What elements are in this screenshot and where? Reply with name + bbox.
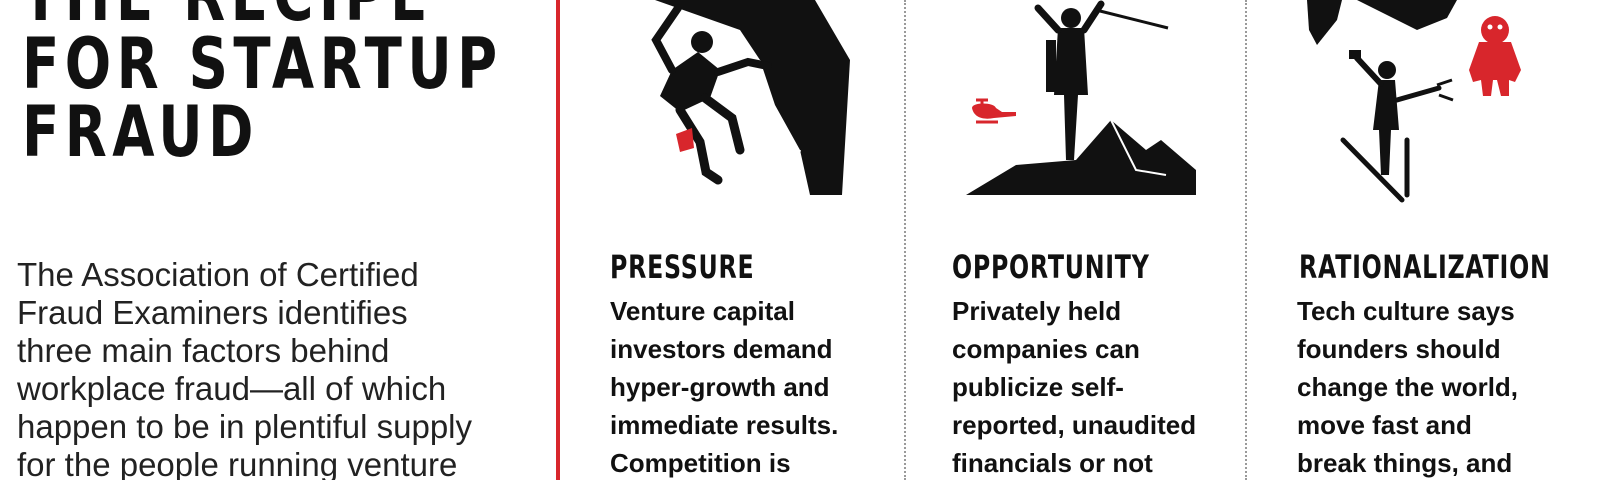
factor-rationalization: RATIONALIZATION Tech culture says founde… bbox=[1247, 0, 1600, 480]
factor-pressure: PRESSURE Venture capital investors deman… bbox=[560, 0, 905, 480]
factor-line: financials or not bbox=[952, 448, 1153, 478]
dotted-divider bbox=[904, 0, 906, 480]
factor-title: OPPORTUNITY bbox=[952, 248, 1150, 286]
factor-line: founders should bbox=[1297, 334, 1501, 364]
summit-climber-icon bbox=[966, 0, 1196, 195]
selfie-skier-bigfoot-icon bbox=[1307, 0, 1521, 203]
intro-line: happen to be in plentiful supply bbox=[17, 408, 473, 445]
dotted-divider bbox=[1245, 0, 1247, 480]
factor-opportunity: OPPORTUNITY Privately held companies can… bbox=[906, 0, 1246, 480]
factor-line: publicize self- bbox=[952, 372, 1124, 402]
factor-line: move fast and bbox=[1297, 410, 1472, 440]
climber-icon bbox=[651, 0, 850, 196]
factor-line: immediate results. bbox=[610, 410, 839, 440]
factor-title: RATIONALIZATION bbox=[1299, 248, 1551, 286]
factor-line: Venture capital bbox=[610, 296, 795, 326]
factor-line: break things, and bbox=[1297, 448, 1513, 478]
factor-line: change the world, bbox=[1297, 372, 1519, 402]
factor-line: reported, unaudited bbox=[952, 410, 1197, 440]
headline-line: FRAUD bbox=[22, 91, 259, 173]
factor-line: Competition is bbox=[610, 448, 791, 478]
factor-line: Tech culture says bbox=[1297, 296, 1515, 326]
intro-line: for the people running venture bbox=[17, 446, 458, 480]
factor-description: Venture capital investors demand hyper-g… bbox=[610, 292, 838, 480]
headline-line: THE RECIPE bbox=[22, 0, 503, 31]
intro-line: The Association of Certified bbox=[17, 256, 419, 293]
intro-line: Fraud Examiners identifies bbox=[17, 294, 408, 331]
headline-line: FOR STARTUP bbox=[22, 23, 503, 105]
factor-line: companies can bbox=[952, 334, 1140, 364]
factor-line: investors demand bbox=[610, 334, 833, 364]
factor-title: PRESSURE bbox=[610, 248, 755, 286]
intro-panel: THE RECIPE FOR STARTUP FRAUD The Associa… bbox=[0, 0, 555, 480]
intro-line: workplace fraud—all of which bbox=[17, 370, 447, 407]
intro-line: three main factors behind bbox=[17, 332, 390, 369]
factor-description: Tech culture says founders should change… bbox=[1297, 292, 1518, 480]
factor-description: Privately held companies can publicize s… bbox=[952, 292, 1196, 480]
factor-line: hyper-growth and bbox=[610, 372, 830, 402]
red-vertical-rule bbox=[556, 0, 560, 480]
factor-line: Privately held bbox=[952, 296, 1122, 326]
headline: THE RECIPE FOR STARTUP FRAUD bbox=[22, 0, 503, 173]
intro-paragraph: The Association of Certified Fraud Exami… bbox=[17, 256, 537, 480]
